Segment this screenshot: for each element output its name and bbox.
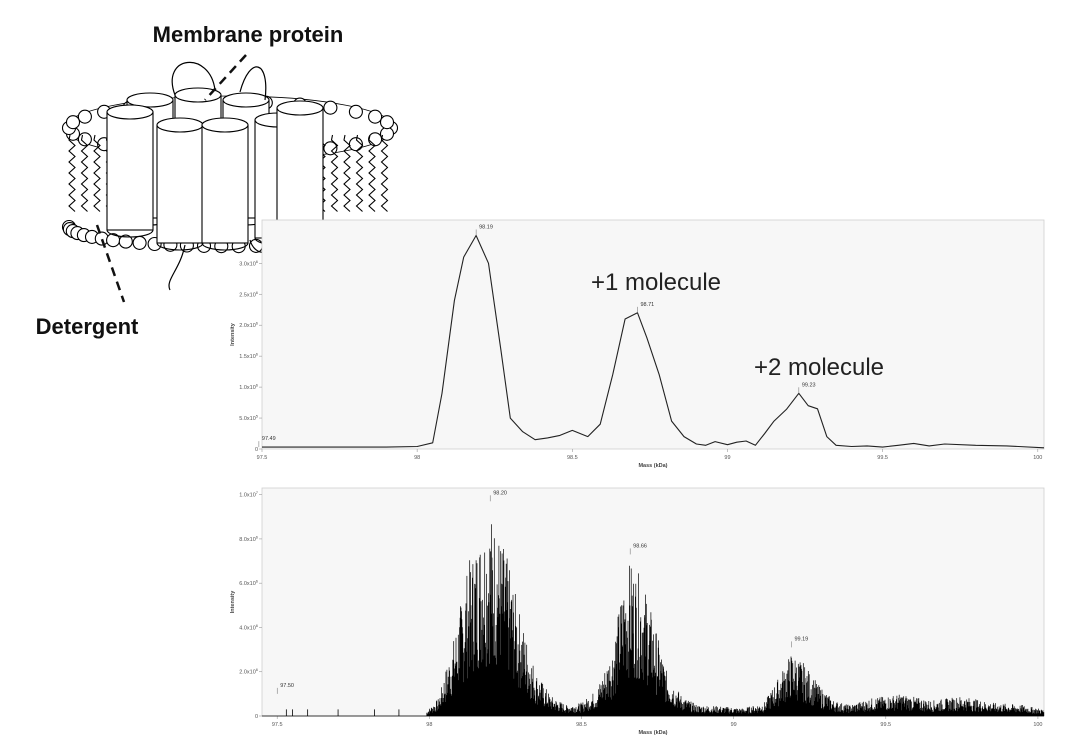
x-tick-label: 98 [414,455,420,461]
plus1-annotation: +1 molecule [591,269,721,296]
peak-label: 98.66 [633,543,647,549]
y-tick-label: 0 [255,447,258,453]
peak-label: 97.49 [262,436,276,442]
raw-spectrum-signal [426,524,1045,716]
peak-label: 99.19 [794,636,808,642]
y-tick-label: 1.5x106 [239,352,259,361]
y-tick-label: 1.0x106 [239,383,259,392]
x-tick-label: 100 [1033,455,1042,461]
deconvoluted-spectrum-chart: 97.5 98 98.5 99 99.5 100 0 5.0x105 1.0x106 1.5x10… [230,219,1045,469]
protein-pointer-line [204,54,247,101]
x-tick-label: 99.5 [880,722,891,728]
spectrum-line [262,234,1045,449]
x-tick-label: 98 [426,722,432,728]
x-tick-label: 99 [724,455,730,461]
peak-label: 97.50 [280,683,294,689]
y-tick-label: 2.0x106 [239,667,259,676]
x-axis-label: Mass (kDa) [638,463,667,469]
x-tick-label: 98.5 [567,455,578,461]
x-tick-label: 98.5 [576,722,587,728]
x-axis-label: Mass (kDa) [638,730,667,736]
raw-spectrum-chart: 97.5 98 98.5 99 99.5 100 0 2.0x106 4.0x106 6.0x10… [230,487,1045,736]
peak-label: 99.23 [802,382,816,388]
peak-label: 98.20 [493,490,507,496]
detergent-pointer-line [95,224,126,303]
y-tick-label: 3.0x106 [239,259,259,268]
y-axis-label: Intensity [230,590,236,614]
x-tick-label: 97.5 [272,722,283,728]
membrane-protein-label: Membrane protein [153,22,344,47]
x-tick-label: 99 [731,722,737,728]
y-tick-label: 4.0x106 [239,623,259,632]
y-tick-label: 2.5x106 [239,290,259,299]
plus2-annotation: +2 molecule [754,354,884,381]
y-tick-label: 8.0x106 [239,534,259,543]
y-tick-label: 2.0x106 [239,321,259,330]
peak-label: 98.71 [640,302,654,308]
y-axis-label: Intensity [230,322,236,346]
peak-label: 98.19 [479,224,493,230]
y-tick-label: 6.0x106 [239,579,259,588]
x-tick-label: 100 [1033,722,1042,728]
plot-area [261,219,1045,450]
x-tick-label: 97.5 [257,455,268,461]
y-tick-label: 1.0x107 [239,490,259,499]
detergent-label: Detergent [36,314,139,339]
x-tick-label: 99.5 [877,455,888,461]
y-tick-label: 5.0x105 [239,414,259,423]
y-tick-label: 0 [255,714,258,720]
